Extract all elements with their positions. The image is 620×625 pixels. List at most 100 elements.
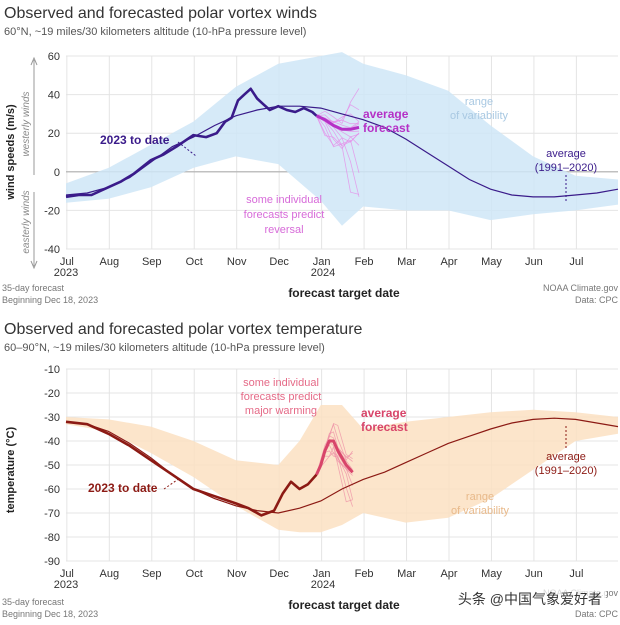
wind-range-label-1: range: [465, 96, 493, 108]
easterly-arrow-icon: [30, 192, 38, 270]
temp-y-tick-label: -80: [44, 532, 60, 544]
temp-chart-title: Observed and forecasted polar vortex tem…: [4, 321, 363, 338]
wind-chart-title: Observed and forecasted polar vortex win…: [4, 5, 317, 22]
temp-x-tick-label: Apr: [440, 568, 457, 580]
temp-y-tick-label: -50: [44, 460, 60, 472]
temp-climo-label-2: (1991–2020): [535, 465, 597, 477]
temp-credit-line2: Data: CPC: [575, 609, 619, 619]
temp-x-tick-label: Aug: [100, 568, 120, 580]
wind-ensemble-label-1: some individual: [246, 194, 322, 206]
wind-x-tick-label: Aug: [100, 256, 120, 268]
wind-range-label-2: of variability: [450, 110, 509, 122]
wind-observed-label: 2023 to date: [100, 133, 170, 147]
temp-x-tick-label: Feb: [355, 568, 374, 580]
temperature-chart: Observed and forecasted polar vortex tem…: [2, 321, 618, 619]
wind-credit-line2: Data: CPC: [575, 295, 619, 305]
temp-ensemble-label-1: some individual: [243, 377, 319, 389]
temp-x-tick-label: Dec: [269, 568, 289, 580]
wind-y-tick-label: 60: [48, 51, 60, 63]
wind-note-line1: 35-day forecast: [2, 283, 65, 293]
temp-x-ticks: Jul Aug Sep Oct Nov Dec Jan Feb Mar Apr May Jun Jul: [60, 568, 584, 580]
wind-forecast-label-1: average: [363, 107, 409, 121]
westerly-arrow-icon: [30, 56, 38, 175]
temp-climatology-line: [65, 417, 619, 514]
wind-x-tick-label: Apr: [440, 256, 457, 268]
temp-y-tick-label: -10: [44, 364, 60, 376]
temp-note-line2: Beginning Dec 18, 2023: [2, 609, 98, 619]
temp-x-tick-label: Sep: [142, 568, 162, 580]
temp-year-mid: 2024: [311, 579, 335, 591]
wind-year-start: 2023: [54, 267, 78, 279]
wind-ensemble-label-3: reversal: [264, 224, 303, 236]
temp-x-tick-label: May: [481, 568, 502, 580]
temp-x-tick-label: Oct: [186, 568, 203, 580]
wind-series-lines: [65, 87, 619, 199]
temp-y-axis-label: temperature (°C): [5, 427, 17, 514]
temp-y-tick-label: -40: [44, 436, 60, 448]
wind-chart: Observed and forecasted polar vortex win…: [2, 5, 618, 305]
wind-y-tick-label: -20: [44, 205, 60, 217]
wind-ensemble-member: [316, 115, 360, 150]
temp-range-area: [66, 405, 618, 533]
temp-x-axis-label: forecast target date: [288, 598, 400, 612]
wind-climo-label-2: (1991–2020): [535, 162, 597, 174]
wind-observed-line: [65, 87, 318, 199]
wind-x-tick-label: Jun: [525, 256, 543, 268]
wind-year-mid: 2024: [311, 267, 335, 279]
watermark: 头条 @中国气象爱好者: [453, 588, 606, 610]
wind-ensemble-label-2: forecasts predict: [244, 209, 325, 221]
temp-ensemble-label-3: major warming: [245, 405, 317, 417]
temp-y-tick-label: -30: [44, 412, 60, 424]
temp-y-ticks: -10 -20 -30 -40 -50 -60 -70 -80 -90: [44, 364, 60, 568]
wind-x-tick-label: Feb: [355, 256, 374, 268]
wind-ensemble-member: [316, 115, 360, 195]
wind-climo-label-1: average: [546, 148, 586, 160]
wind-credit-line1: NOAA Climate.gov: [543, 283, 619, 293]
wind-x-tick-label: Nov: [227, 256, 247, 268]
temp-x-tick-label: Jan: [313, 568, 331, 580]
wind-forecast-line: [315, 114, 360, 131]
temp-x-tick-label: Jul: [569, 568, 583, 580]
temp-observed-leader: [163, 477, 181, 490]
wind-x-tick-label: Mar: [397, 256, 416, 268]
temp-x-tick-label: Jun: [525, 568, 543, 580]
temp-forecast-label-1: average: [361, 406, 407, 420]
wind-y-tick-label: 0: [54, 167, 60, 179]
temp-y-tick-label: -90: [44, 556, 60, 568]
wind-y-axis-label: wind speeds (m/s): [5, 104, 17, 201]
temp-x-tick-label: Nov: [227, 568, 247, 580]
wind-x-tick-label: Jul: [569, 256, 583, 268]
temp-observed-label: 2023 to date: [88, 481, 158, 495]
temp-climo-label-1: average: [546, 451, 586, 463]
wind-x-tick-label: May: [481, 256, 502, 268]
temp-y-tick-label: -20: [44, 388, 60, 400]
wind-forecast-label-2: forecast: [363, 121, 410, 135]
temp-year-start: 2023: [54, 579, 78, 591]
wind-y-tick-label: 40: [48, 90, 60, 102]
wind-x-tick-label: Sep: [142, 256, 162, 268]
westerly-winds-label: westerly winds: [21, 91, 32, 156]
temp-x-tick-label: Jul: [60, 568, 74, 580]
temp-range-label-2: of variability: [451, 505, 510, 517]
wind-note-line2: Beginning Dec 18, 2023: [2, 295, 98, 305]
wind-x-tick-label: Dec: [269, 256, 289, 268]
temp-chart-subtitle: 60–90°N, ~19 miles/30 kilometers altitud…: [4, 342, 325, 354]
temp-note-line1: 35-day forecast: [2, 597, 65, 607]
wind-x-ticks: Jul Aug Sep Oct Nov Dec Jan Feb Mar Apr May Jun Jul: [60, 256, 584, 268]
temp-y-tick-label: -60: [44, 484, 60, 496]
temp-x-tick-label: Mar: [397, 568, 416, 580]
temp-series-lines: [65, 417, 619, 517]
wind-y-ticks: 60 40 20 0 -20 -40: [44, 51, 60, 256]
temp-forecast-label-2: forecast: [361, 420, 408, 434]
temp-forecast-line: [315, 439, 354, 476]
temp-ensemble-label-2: forecasts predict: [241, 391, 322, 403]
temp-observed-line: [65, 420, 318, 517]
temp-y-tick-label: -70: [44, 508, 60, 520]
wind-x-axis-label: forecast target date: [288, 286, 400, 300]
wind-ensemble-member: [316, 115, 360, 174]
wind-y-tick-label: 20: [48, 128, 60, 140]
wind-x-tick-label: Jan: [313, 256, 331, 268]
wind-x-tick-label: Oct: [186, 256, 203, 268]
temp-range-label-1: range: [466, 491, 494, 503]
